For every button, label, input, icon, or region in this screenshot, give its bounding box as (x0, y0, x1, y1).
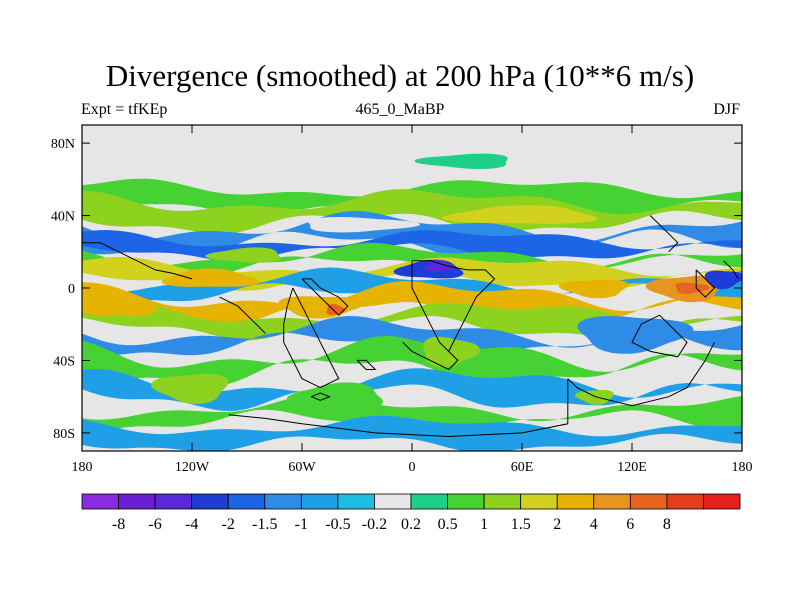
colorbar-swatch (300, 493, 339, 510)
coastlines (82, 215, 739, 438)
coastline (228, 378, 569, 438)
contour-blob (441, 205, 598, 224)
colorbar-swatch (191, 493, 229, 510)
colorbar-label: -6 (148, 516, 161, 533)
colorbar-label: 2 (553, 516, 561, 533)
experiment-label: Expt = tfKEp (81, 101, 168, 118)
coastline (567, 342, 715, 407)
case-label: 465_0_MaBP (355, 101, 445, 118)
colorbar-label: 4 (590, 516, 598, 533)
contour-blob (704, 270, 742, 290)
y-tick-label: 0 (68, 282, 75, 297)
season-label: DJF (713, 101, 740, 118)
contour-blob (675, 282, 710, 294)
contour-blob (286, 382, 383, 410)
colorbar-swatch (81, 493, 119, 510)
colorbar-label: -0.2 (362, 516, 387, 533)
x-tick-label: 180 (732, 460, 753, 475)
contour-blob (574, 389, 614, 405)
chart-title: Divergence (smoothed) at 200 hPa (10**6 … (105, 58, 695, 93)
x-tick-label: 120E (617, 460, 647, 475)
contour-blob (558, 279, 629, 299)
colorbar-label: 6 (626, 516, 634, 533)
colorbar-label: 1 (480, 516, 488, 533)
colorbar-swatch (556, 493, 595, 510)
x-tick-label: 120W (175, 460, 210, 475)
x-tick-label: 0 (409, 460, 416, 475)
contour-blob (423, 336, 480, 368)
colorbar-swatch (337, 493, 375, 510)
colorbar-swatch (520, 493, 558, 510)
x-tick-label: 60E (511, 460, 534, 475)
y-tick-label: 40N (51, 210, 75, 225)
x-tick-label: 60W (288, 460, 316, 475)
coastline (631, 314, 688, 358)
colorbar-swatch (227, 493, 266, 510)
colorbar-swatch (447, 493, 485, 510)
contour-band (82, 394, 742, 435)
colorbar-label: -8 (112, 516, 125, 533)
contour-band (82, 415, 742, 451)
contour-band (82, 316, 742, 361)
colorbar-swatch (666, 493, 704, 510)
coastline (723, 260, 739, 280)
coastline (283, 287, 340, 389)
y-tick-label: 40S (53, 354, 75, 369)
coastline (219, 296, 266, 334)
coastline (311, 392, 331, 401)
contour-band (82, 301, 742, 341)
colorbar-swatch (629, 493, 668, 510)
contour-blob (151, 373, 229, 404)
colorbar-label: 8 (663, 516, 671, 533)
colorbar: -8 -6 -4 -2 -1.5 -1 -0.5 -0.2 0.2 0.5 1 1.5 2 4 6 8 (81, 493, 741, 533)
colorbar-swatch (593, 493, 631, 510)
contour-blob (425, 260, 456, 272)
coastline (649, 215, 679, 253)
contour-band (82, 368, 742, 412)
y-tick-label: 80S (53, 427, 75, 442)
colorbar-label: 0.2 (401, 516, 421, 533)
colorbar-swatch (410, 493, 448, 510)
colorbar-label: -2 (222, 516, 235, 533)
colorbar-label: -1 (295, 516, 308, 533)
contour-blob (205, 247, 282, 263)
contour-field (82, 125, 742, 451)
contour-blob (326, 303, 346, 316)
contour-blob (82, 293, 157, 316)
coastline (356, 359, 377, 370)
contour-blob (161, 268, 260, 287)
coastline (301, 278, 349, 316)
colorbar-label: 0.5 (438, 516, 458, 533)
coastline (82, 242, 193, 280)
coastline (411, 260, 496, 353)
colorbar-label: -1.5 (252, 516, 277, 533)
axes: 180 120W 60W 0 60E 120E 180 80N 40N 0 40S 80S (51, 125, 753, 475)
contour-blob (414, 153, 508, 169)
colorbar-swatch (264, 493, 302, 510)
colorbar-swatch (118, 493, 156, 510)
coastline (402, 341, 459, 371)
colorbar-swatch (374, 493, 412, 510)
colorbar-label: -4 (185, 516, 198, 533)
y-tick-label: 80N (51, 137, 75, 152)
colorbar-label: 1.5 (511, 516, 531, 533)
contour-blob (308, 217, 421, 233)
x-tick-label: 180 (72, 460, 93, 475)
coastline (695, 269, 716, 298)
contour-band (82, 336, 742, 387)
colorbar-swatch (703, 493, 741, 510)
colorbar-swatch (483, 493, 522, 510)
colorbar-label: -0.5 (325, 516, 350, 533)
colorbar-swatch (154, 493, 193, 510)
